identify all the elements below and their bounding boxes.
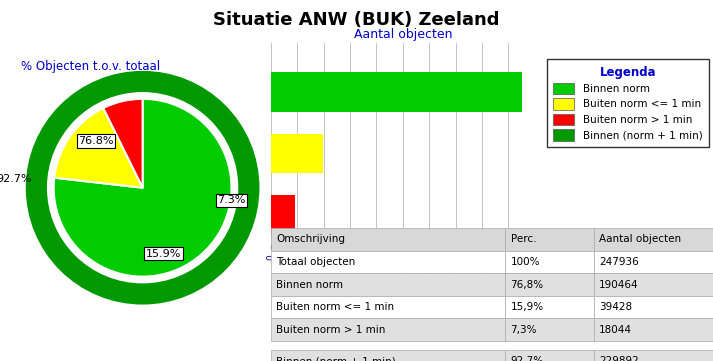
Bar: [271, 134, 323, 174]
Bar: [271, 73, 522, 112]
Text: Omschrijving: Omschrijving: [276, 234, 345, 244]
Bar: [271, 228, 506, 251]
Bar: [594, 296, 713, 318]
Text: 7,3%: 7,3%: [511, 325, 537, 335]
Wedge shape: [103, 99, 143, 188]
Text: Perc.: Perc.: [511, 234, 536, 244]
Text: 92,7%: 92,7%: [511, 356, 543, 361]
Text: Totaal objecten: Totaal objecten: [276, 257, 356, 267]
Text: 18044: 18044: [599, 325, 632, 335]
Bar: [271, 251, 506, 273]
Bar: [271, 350, 506, 361]
Legend: Binnen norm, Buiten norm <= 1 min, Buiten norm > 1 min, Binnen (norm + 1 min): Binnen norm, Buiten norm <= 1 min, Buite…: [547, 59, 709, 147]
Text: Buiten norm <= 1 min: Buiten norm <= 1 min: [276, 302, 394, 312]
Text: 76,8%: 76,8%: [511, 279, 543, 290]
Text: 190464: 190464: [599, 279, 639, 290]
Text: 100%: 100%: [511, 257, 540, 267]
Bar: [506, 228, 594, 251]
Bar: [271, 195, 294, 235]
Text: 76.8%: 76.8%: [78, 136, 114, 146]
Text: 39428: 39428: [599, 302, 632, 312]
Bar: [594, 318, 713, 341]
Bar: [594, 273, 713, 296]
Bar: [271, 273, 506, 296]
Bar: [271, 318, 506, 341]
Bar: [271, 296, 506, 318]
Text: Binnen (norm + 1 min): Binnen (norm + 1 min): [276, 356, 396, 361]
Bar: [506, 318, 594, 341]
Bar: [506, 350, 594, 361]
Bar: [594, 350, 713, 361]
Text: Aantal objecten: Aantal objecten: [599, 234, 681, 244]
Bar: [506, 296, 594, 318]
Bar: [506, 273, 594, 296]
Text: Buiten norm > 1 min: Buiten norm > 1 min: [276, 325, 386, 335]
Bar: [594, 251, 713, 273]
Title: Aantal objecten: Aantal objecten: [354, 28, 452, 41]
Circle shape: [47, 92, 238, 283]
Text: 92.7%: 92.7%: [0, 174, 31, 184]
Text: 15,9%: 15,9%: [511, 302, 543, 312]
Wedge shape: [53, 99, 232, 277]
Text: Binnen norm: Binnen norm: [276, 279, 343, 290]
Text: 229892: 229892: [599, 356, 639, 361]
Text: 15.9%: 15.9%: [146, 249, 181, 259]
Circle shape: [26, 71, 260, 305]
Text: % Objecten t.o.v. totaal: % Objecten t.o.v. totaal: [21, 60, 160, 73]
Wedge shape: [54, 108, 143, 188]
Bar: [506, 251, 594, 273]
Bar: [594, 228, 713, 251]
Text: 7.3%: 7.3%: [217, 195, 246, 205]
Text: 247936: 247936: [599, 257, 639, 267]
Text: Situatie ANW (BUK) Zeeland: Situatie ANW (BUK) Zeeland: [213, 11, 500, 29]
